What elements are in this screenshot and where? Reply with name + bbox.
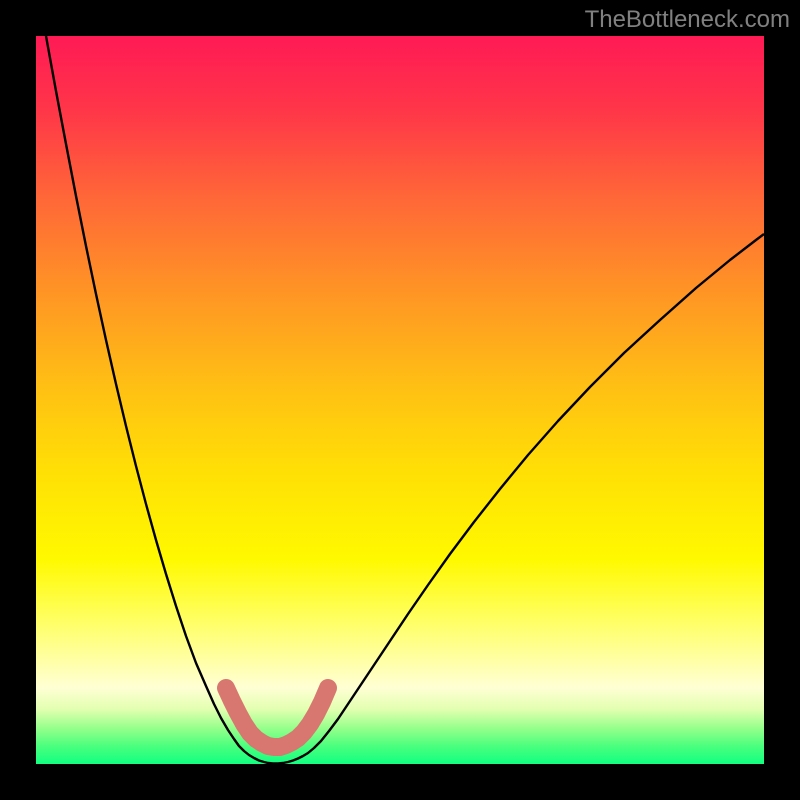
watermark-text: TheBottleneck.com	[585, 6, 790, 34]
chart-svg	[36, 36, 764, 764]
plot-area	[36, 36, 764, 764]
gradient-background	[36, 36, 764, 764]
